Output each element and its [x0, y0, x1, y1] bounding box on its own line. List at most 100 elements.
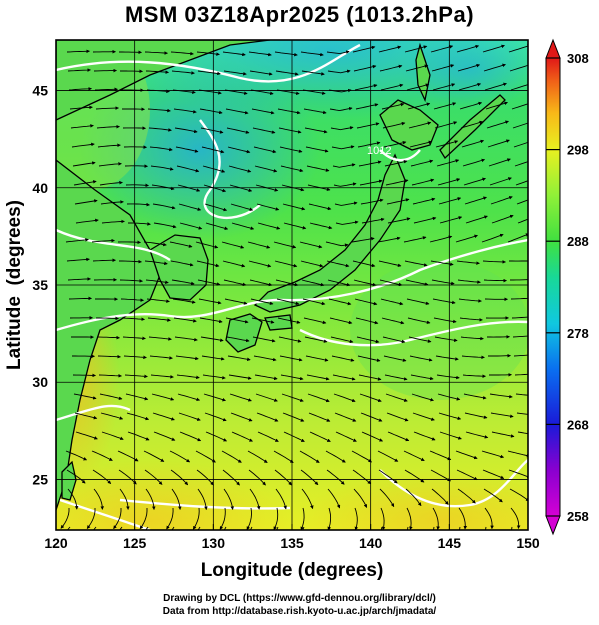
streamline	[248, 260, 272, 268]
streamline	[251, 108, 275, 115]
streamline	[282, 203, 306, 211]
streamline	[275, 70, 299, 76]
y-tick-label: 45	[32, 83, 48, 99]
streamline	[119, 488, 130, 510]
streamline	[459, 317, 483, 322]
streamline	[386, 198, 410, 205]
streamline	[382, 121, 406, 129]
streamline	[379, 279, 403, 287]
streamline	[352, 469, 372, 485]
streamline	[229, 393, 252, 402]
streamline	[274, 51, 298, 57]
x-tick-label: 150	[516, 535, 540, 551]
y-tick-label: 25	[32, 471, 48, 487]
streamline	[143, 450, 165, 462]
streamline	[254, 165, 278, 173]
streamline	[231, 222, 255, 230]
streamline	[386, 412, 409, 422]
streamline	[303, 108, 327, 115]
streamline	[93, 488, 105, 510]
streamline	[249, 279, 273, 287]
streamline	[431, 488, 449, 505]
streamline	[72, 373, 96, 378]
streamline	[429, 450, 452, 461]
streamline	[145, 70, 169, 74]
streamline	[354, 507, 359, 530]
streamline	[174, 336, 198, 342]
streamline	[306, 165, 330, 172]
streamline	[101, 431, 124, 440]
taiwan	[61, 460, 77, 501]
x-tick-label: 120	[44, 535, 68, 551]
streamline	[306, 374, 330, 381]
streamline	[176, 165, 200, 173]
streamline	[329, 106, 353, 112]
streamline	[198, 298, 222, 305]
streamline	[96, 316, 119, 321]
streamline	[482, 44, 505, 53]
streamline	[512, 335, 528, 338]
streamline	[93, 68, 117, 73]
streamline	[224, 298, 248, 305]
streamline	[279, 146, 303, 153]
streamline	[192, 507, 200, 530]
streamline	[257, 431, 279, 442]
streamline	[463, 177, 486, 186]
streamline	[196, 469, 214, 486]
streamline	[509, 488, 528, 502]
streamline	[483, 488, 503, 503]
streamline	[226, 127, 250, 134]
streamline	[353, 488, 368, 508]
streamline	[153, 431, 176, 441]
streamline	[283, 222, 307, 230]
streamline	[387, 431, 410, 442]
streamline	[332, 374, 356, 381]
streamline	[435, 140, 459, 148]
streamline	[384, 374, 408, 381]
streamline	[325, 241, 349, 247]
streamline	[327, 507, 332, 530]
streamline	[91, 450, 113, 461]
longitude-axis: 120 125 130 135 140 145 150	[44, 524, 540, 551]
streamline	[382, 336, 406, 344]
streamline	[300, 469, 319, 486]
streamline	[281, 393, 304, 402]
streamline	[465, 431, 489, 439]
streamline	[152, 203, 176, 210]
streamline	[222, 469, 240, 486]
streamline	[126, 412, 150, 421]
streamline	[326, 50, 350, 55]
lat-lon-grid	[56, 40, 528, 530]
streamline	[383, 141, 407, 148]
streamline	[66, 257, 90, 262]
streamline	[118, 469, 137, 485]
streamline	[378, 260, 402, 268]
colorbar-tick-label: 298	[567, 143, 589, 158]
streamline	[250, 298, 274, 306]
streamline	[282, 412, 305, 422]
streamline	[123, 355, 147, 360]
streamline	[205, 431, 228, 442]
streamline	[173, 108, 197, 114]
streamline	[490, 196, 513, 205]
streamline	[380, 298, 404, 306]
streamline	[200, 127, 224, 134]
streamline	[178, 412, 201, 421]
streamline	[511, 316, 528, 319]
streamline	[301, 488, 314, 510]
streamline	[92, 258, 116, 262]
contour-label: 1012	[367, 145, 391, 157]
streamline	[352, 45, 376, 53]
streamline	[144, 260, 168, 266]
streamline	[361, 217, 385, 224]
streamline	[195, 450, 216, 463]
x-tick-label: 125	[123, 535, 147, 551]
streamline	[300, 260, 324, 268]
streamline	[334, 201, 358, 206]
x-tick-label: 130	[202, 535, 226, 551]
streamline	[71, 142, 95, 148]
streamline	[86, 508, 96, 529]
streamline	[166, 507, 174, 530]
streamline	[205, 222, 229, 230]
streamline	[283, 431, 305, 442]
